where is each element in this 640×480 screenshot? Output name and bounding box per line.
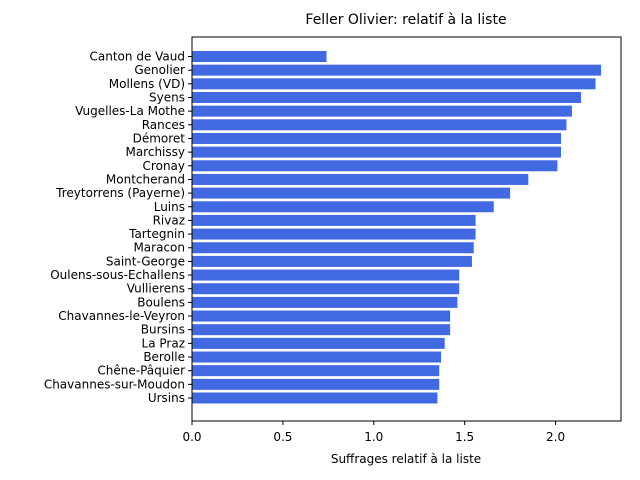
y-tick-label: Mollens (VD) [109,77,185,91]
bar-19 [192,310,451,322]
y-tick-label: Canton de Vaud [90,50,185,64]
y-tick-label: La Praz [142,336,185,350]
bar-0 [192,51,327,62]
bar-2 [192,78,596,90]
bar-15 [192,255,472,267]
y-tick-label: Montcherand [106,172,185,186]
y-tick-label: Chavannes-le-Veyron [58,309,185,323]
bar-18 [192,296,458,308]
y-tick-label: Treytorrens (Payerne) [55,186,185,200]
bar-23 [192,365,440,377]
bar-22 [192,351,442,363]
bar-6 [192,132,562,144]
bar-8 [192,160,558,172]
bar-1 [192,64,602,76]
y-tick-label: Boulens [137,295,185,309]
bar-14 [192,242,474,254]
y-tick-label: Luins [154,200,185,214]
y-tick-label: Chêne-Pâquier [97,364,185,378]
bar-12 [192,214,476,226]
bar-16 [192,269,460,281]
x-tick-label: 0.0 [182,430,201,444]
x-tick-label: 1.0 [364,430,383,444]
bar-5 [192,119,567,131]
y-tick-label: Genolier [134,63,185,77]
bar-7 [192,146,562,158]
bar-25 [192,392,438,404]
bar-10 [192,187,511,199]
x-tick-label: 1.5 [455,430,474,444]
y-tick-label: Bursins [141,323,185,337]
x-tick-label: 0.5 [273,430,292,444]
bar-3 [192,91,582,103]
y-tick-label: Tartegnin [128,227,185,241]
bar-13 [192,228,476,240]
y-tick-label: Chavannes-sur-Moudon [44,377,185,391]
y-tick-label: Ursins [148,391,185,405]
y-tick-label: Marchissy [125,145,185,159]
bar-11 [192,201,494,213]
y-tick-label: Berolle [143,350,185,364]
y-tick-label: Syens [149,90,185,104]
bar-24 [192,378,440,390]
chart-title: Feller Olivier: relatif à la liste [305,12,506,28]
y-tick-label: Vugelles-La Mothe [75,104,185,118]
x-ticks: 0.0 0.5 1.0 1.5 2.0 [182,421,565,444]
y-tick-label: Vullierens [127,282,185,296]
x-axis-label: Suffrages relatif à la liste [331,452,481,466]
y-tick-label: Rivaz [153,213,185,227]
bar-20 [192,324,451,336]
bar-9 [192,173,529,185]
y-tick-label: Saint-George [106,254,185,268]
plot-frame [191,36,622,422]
y-tick-label: Démoret [133,131,186,145]
y-tick-label: Oulens-sous-Echallens [50,268,185,282]
bar-17 [192,283,460,295]
y-tick-label: Maracon [133,241,185,255]
y-tick-label: Rances [142,118,185,132]
bar-21 [192,337,445,349]
bar-4 [192,105,572,117]
x-tick-label: 2.0 [546,430,565,444]
y-tick-label: Cronay [143,159,185,173]
bars-group [192,51,602,404]
